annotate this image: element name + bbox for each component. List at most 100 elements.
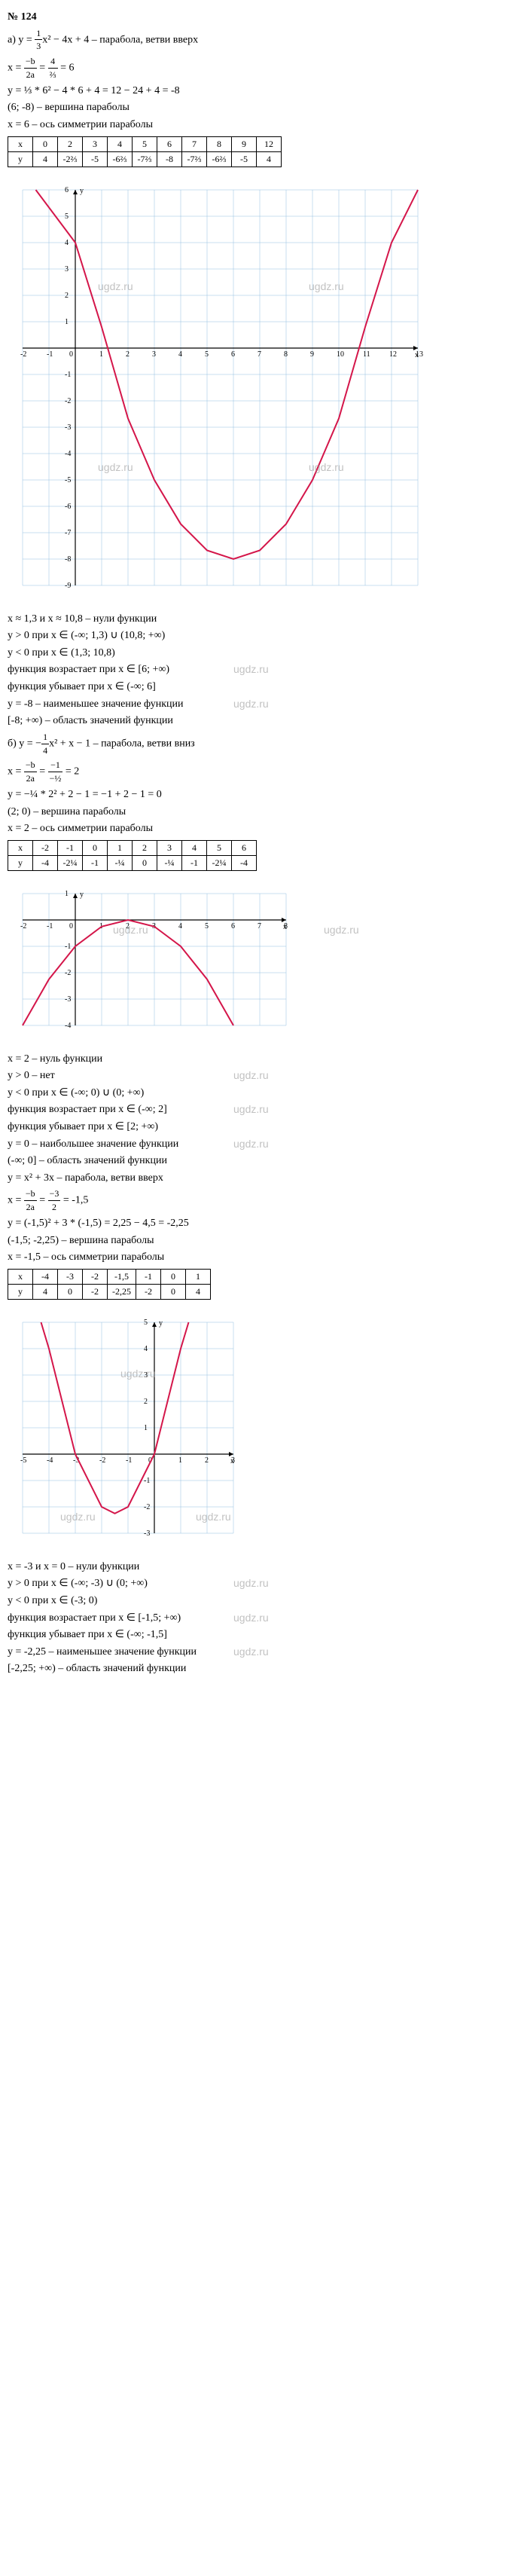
table-cell: 4 — [257, 151, 282, 167]
svg-text:2: 2 — [65, 292, 69, 300]
table-cell: -¼ — [157, 855, 182, 870]
table-cell: y — [8, 855, 33, 870]
svg-text:-2: -2 — [144, 1503, 150, 1511]
analysis-line: y = -2,25 – наименьшее значение функцииu… — [8, 1645, 504, 1660]
analysis-line: y < 0 при x ∈ (1,3; 10,8) — [8, 646, 504, 661]
svg-text:2: 2 — [205, 1456, 209, 1465]
table-cell: -4 — [33, 855, 58, 870]
analysis-line: x = 2 – нуль функции — [8, 1052, 504, 1067]
svg-text:9: 9 — [310, 350, 314, 359]
analysis-line: y = -8 – наименьшее значение функцииugdz… — [8, 697, 504, 712]
svg-text:-2: -2 — [65, 969, 71, 977]
svg-text:4: 4 — [178, 922, 182, 930]
svg-text:6: 6 — [231, 922, 235, 930]
svg-text:5: 5 — [65, 212, 69, 221]
table-cell: -1 — [83, 855, 108, 870]
svg-text:-4: -4 — [65, 1022, 71, 1030]
analysis-line: y < 0 при x ∈ (-3; 0) — [8, 1594, 504, 1609]
analysis-line: функция убывает при x ∈ (-∞; -1,5] — [8, 1627, 504, 1642]
table-cell: -2 — [33, 840, 58, 855]
watermark: ugdz.ru — [233, 1102, 269, 1117]
analysis-line: y > 0 при x ∈ (-∞; -3) ∪ (0; +∞)ugdz.ru — [8, 1576, 504, 1591]
table-cell: 9 — [232, 136, 257, 151]
svg-text:-7: -7 — [65, 529, 71, 537]
table-cell: 0 — [33, 136, 58, 151]
part-a-vy: y = ⅓ * 6² − 4 * 6 + 4 = 12 − 24 + 4 = -… — [8, 84, 504, 99]
table-cell: x — [8, 840, 33, 855]
svg-text:3: 3 — [152, 350, 156, 359]
table-cell: 2 — [58, 136, 83, 151]
table-cell: -6⅔ — [207, 151, 232, 167]
svg-text:2: 2 — [144, 1398, 148, 1406]
table-cell: 0 — [133, 855, 157, 870]
svg-text:-8: -8 — [65, 555, 71, 564]
table-cell: 12 — [257, 136, 282, 151]
svg-text:-6: -6 — [65, 503, 71, 511]
part-v-vertex: (-1,5; -2,25) – вершина параболы — [8, 1233, 504, 1248]
part-a-vertex: (6; -8) – вершина параболы — [8, 100, 504, 115]
svg-text:4: 4 — [178, 350, 182, 359]
svg-text:0: 0 — [69, 922, 73, 930]
table-cell: 2 — [133, 840, 157, 855]
part-v-chart: xy-5-4-3-2-1123-3-2-1123450 ugdz.ru ugdz… — [8, 1307, 504, 1552]
watermark: ugdz.ru — [233, 1137, 269, 1152]
table-cell: -7⅔ — [182, 151, 207, 167]
svg-text:-1: -1 — [65, 371, 71, 379]
svg-text:3: 3 — [65, 265, 69, 273]
svg-text:-2: -2 — [20, 350, 26, 359]
watermark: ugdz.ru — [233, 697, 269, 712]
svg-text:1: 1 — [144, 1424, 148, 1432]
svg-text:5: 5 — [205, 922, 209, 930]
table-cell: 4 — [186, 1284, 211, 1299]
table-cell: -2⅔ — [58, 151, 83, 167]
svg-text:-1: -1 — [47, 922, 53, 930]
table-cell: -5 — [83, 151, 108, 167]
table-cell: -1,5 — [108, 1269, 136, 1284]
svg-text:4: 4 — [144, 1345, 148, 1353]
part-b-vertex: (2; 0) – вершина параболы — [8, 805, 504, 820]
svg-text:5: 5 — [205, 350, 209, 359]
exercise-number: № 124 — [8, 10, 504, 25]
table-cell: -5 — [232, 151, 257, 167]
analysis-line: функция возрастает при x ∈ [6; +∞)ugdz.r… — [8, 662, 504, 677]
svg-text:-1: -1 — [65, 943, 71, 951]
svg-text:y: y — [80, 187, 84, 195]
table-cell: -¼ — [108, 855, 133, 870]
table-cell: 1 — [186, 1269, 211, 1284]
table-cell: x — [8, 1269, 33, 1284]
part-b-vx: x = −b2a = −1−½ = 2 — [8, 759, 504, 785]
table-cell: -1 — [136, 1269, 161, 1284]
analysis-line: y > 0 – нетugdz.ru — [8, 1068, 504, 1083]
analysis-line: y > 0 при x ∈ (-∞; 1,3) ∪ (10,8; +∞) — [8, 628, 504, 643]
table-cell: -8 — [157, 151, 182, 167]
svg-text:-4: -4 — [65, 450, 71, 458]
svg-text:-4: -4 — [47, 1456, 53, 1465]
analysis-line: функция возрастает при x ∈ [-1,5; +∞)ugd… — [8, 1611, 504, 1626]
table-cell: -4 — [232, 855, 257, 870]
watermark: ugdz.ru — [233, 1068, 269, 1083]
watermark: ugdz.ru — [233, 1645, 269, 1660]
part-v-vx: x = −b2a = −32 = -1,5 — [8, 1187, 504, 1214]
table-cell: 0 — [161, 1269, 186, 1284]
table-cell: y — [8, 151, 33, 167]
svg-text:1: 1 — [99, 350, 103, 359]
svg-text:0: 0 — [69, 350, 73, 359]
svg-text:1: 1 — [178, 1456, 182, 1465]
table-cell: -3 — [58, 1269, 83, 1284]
table-cell: 6 — [232, 840, 257, 855]
watermark: ugdz.ru — [324, 924, 359, 936]
table-cell: -1 — [58, 840, 83, 855]
table-cell: -1 — [182, 855, 207, 870]
svg-text:y: y — [80, 891, 84, 899]
analysis-line: функция убывает при x ∈ (-∞; 6] — [8, 680, 504, 695]
analysis-line: функция возрастает при x ∈ (-∞; 2]ugdz.r… — [8, 1102, 504, 1117]
table-cell: -2 — [136, 1284, 161, 1299]
table-cell: 0 — [161, 1284, 186, 1299]
table-cell: -2,25 — [108, 1284, 136, 1299]
svg-text:-2: -2 — [20, 922, 26, 930]
table-cell: 3 — [83, 136, 108, 151]
table-cell: y — [8, 1284, 33, 1299]
table-cell: 5 — [133, 136, 157, 151]
svg-text:8: 8 — [284, 350, 288, 359]
part-v-table: x-4-3-2-1,5-101y40-2-2,25-204 — [8, 1269, 211, 1300]
